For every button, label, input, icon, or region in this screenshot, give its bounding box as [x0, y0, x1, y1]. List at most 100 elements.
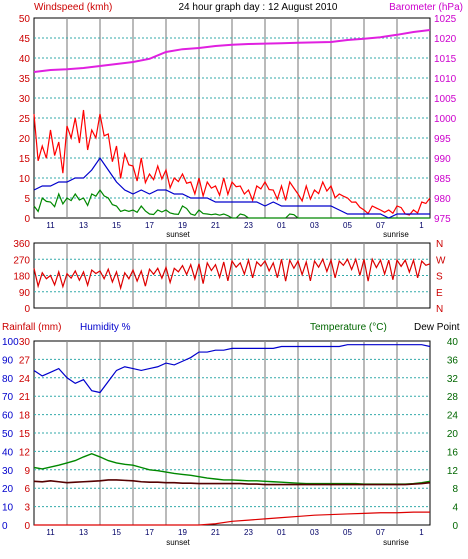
dir-tick-label: 0 [24, 304, 30, 315]
temp-tick-label: 20 [447, 429, 459, 440]
humidity-axis-title: Humidity % [80, 322, 131, 333]
humidity-tick-label: 100 [2, 337, 19, 348]
x-tick-label: 19 [178, 221, 187, 230]
dewpoint-line [33, 479, 431, 486]
temp-tick-label: 32 [447, 374, 459, 385]
wind-low-line [33, 188, 430, 219]
temperature-axis-title: Temperature (°C) [310, 322, 387, 333]
x-tick-label: 1 [419, 528, 424, 537]
y2-tick-label: 1020 [434, 34, 457, 45]
x-tick-label: 23 [244, 221, 253, 230]
y2-tick-label: 990 [434, 154, 451, 165]
x-tick-label: 1 [419, 221, 424, 230]
graph-title: 24 hour graph day : 12 August 2010 [178, 2, 337, 13]
y-tick-label: 10 [19, 174, 31, 185]
y2-tick-label: 995 [434, 134, 451, 145]
rain-tick-label: 21 [19, 392, 31, 403]
compass-label: W [436, 255, 446, 266]
plot-layer: 11 13 15 17 19 21 23 01 03 05 07 111 13 15 17 19 21 23 01 0… [2, 14, 458, 537]
compass-label: N [436, 304, 443, 315]
dir-tick-label: 270 [13, 255, 30, 266]
humidity-tick-label: 90 [2, 355, 14, 366]
rain-tick-label: 15 [19, 429, 31, 440]
temp-tick-label: 4 [452, 503, 458, 514]
y-tick-label: 0 [24, 214, 30, 225]
x-tick-label: 07 [376, 528, 385, 537]
humidity-tick-label: 60 [2, 411, 14, 422]
x-tick-label: 21 [211, 528, 220, 537]
x-tick-label: 17 [145, 221, 154, 230]
humidity-tick-label: 40 [2, 447, 14, 458]
y-tick-label: 15 [19, 154, 31, 165]
temp-tick-label: 36 [447, 355, 459, 366]
y2-tick-label: 975 [434, 214, 451, 225]
rain-tick-label: 3 [24, 503, 30, 514]
rain-tick-label: 0 [24, 521, 30, 532]
sunset-marker-bottom: sunset [166, 538, 190, 547]
x-tick-label: 13 [79, 528, 88, 537]
y2-tick-label: 985 [434, 174, 451, 185]
wind-avg-line [33, 156, 430, 219]
x-tick-label: 21 [211, 221, 220, 230]
x-tick-label: 01 [277, 221, 286, 230]
y2-tick-label: 980 [434, 194, 451, 205]
temp-tick-label: 8 [452, 484, 458, 495]
sunset-marker-top: sunset [166, 230, 190, 239]
y-tick-label: 5 [24, 194, 30, 205]
x-tick-label: 15 [112, 528, 121, 537]
y2-tick-label: 1000 [434, 114, 457, 125]
windspeed-axis-title: Windspeed (kmh) [34, 2, 112, 13]
compass-label: N [436, 239, 443, 250]
y-tick-label: 40 [19, 54, 31, 65]
x-tick-label: 17 [145, 528, 154, 537]
x-tick-label: 01 [277, 528, 286, 537]
compass-label: E [436, 288, 443, 299]
x-tick-label: 05 [343, 221, 352, 230]
temp-tick-label: 16 [447, 447, 459, 458]
temp-tick-label: 40 [447, 337, 459, 348]
humidity-line [33, 344, 431, 394]
dir-tick-label: 90 [19, 288, 31, 299]
humidity-tick-label: 20 [2, 484, 14, 495]
x-tick-label: 07 [376, 221, 385, 230]
rain-tick-label: 12 [19, 447, 31, 458]
x-tick-label: 15 [112, 221, 121, 230]
temp-tick-label: 0 [452, 521, 458, 532]
sunrise-marker-top: sunrise [383, 230, 409, 239]
temp-tick-label: 24 [447, 411, 459, 422]
temp-tick-label: 12 [447, 466, 459, 477]
x-tick-label: 23 [244, 528, 253, 537]
x-tick-label: 03 [310, 528, 319, 537]
sunrise-marker-bottom: sunrise [383, 538, 409, 547]
y-tick-label: 50 [19, 14, 31, 25]
y2-tick-label: 1010 [434, 74, 457, 85]
x-tick-label: 11 [46, 221, 55, 230]
rain-line [34, 511, 430, 526]
y2-tick-label: 1015 [434, 54, 457, 65]
x-tick-label: 05 [343, 528, 352, 537]
rain-tick-label: 27 [19, 355, 31, 366]
rain-tick-label: 18 [19, 411, 31, 422]
humidity-tick-label: 10 [2, 503, 14, 514]
rain-tick-label: 6 [24, 484, 30, 495]
temp-tick-label: 28 [447, 392, 459, 403]
direction-line [33, 257, 431, 291]
y-tick-label: 45 [19, 34, 31, 45]
barometer-axis-title: Barometer (hPa) [389, 2, 463, 13]
y-tick-label: 20 [19, 134, 31, 145]
dewpoint-axis-title: Dew Point [414, 322, 460, 333]
dir-tick-label: 360 [13, 239, 30, 250]
x-tick-label: 13 [79, 221, 88, 230]
y2-tick-label: 1005 [434, 94, 457, 105]
rainfall-axis-title: Rainfall (mm) [2, 322, 61, 333]
humidity-tick-label: 70 [2, 392, 14, 403]
humidity-tick-label: 80 [2, 374, 14, 385]
rain-tick-label: 30 [19, 337, 31, 348]
y-tick-label: 35 [19, 74, 31, 85]
x-tick-label: 11 [46, 528, 55, 537]
barometer-line [33, 29, 431, 73]
compass-label: S [436, 272, 443, 283]
rain-tick-label: 9 [24, 466, 30, 477]
humidity-tick-label: 50 [2, 429, 14, 440]
